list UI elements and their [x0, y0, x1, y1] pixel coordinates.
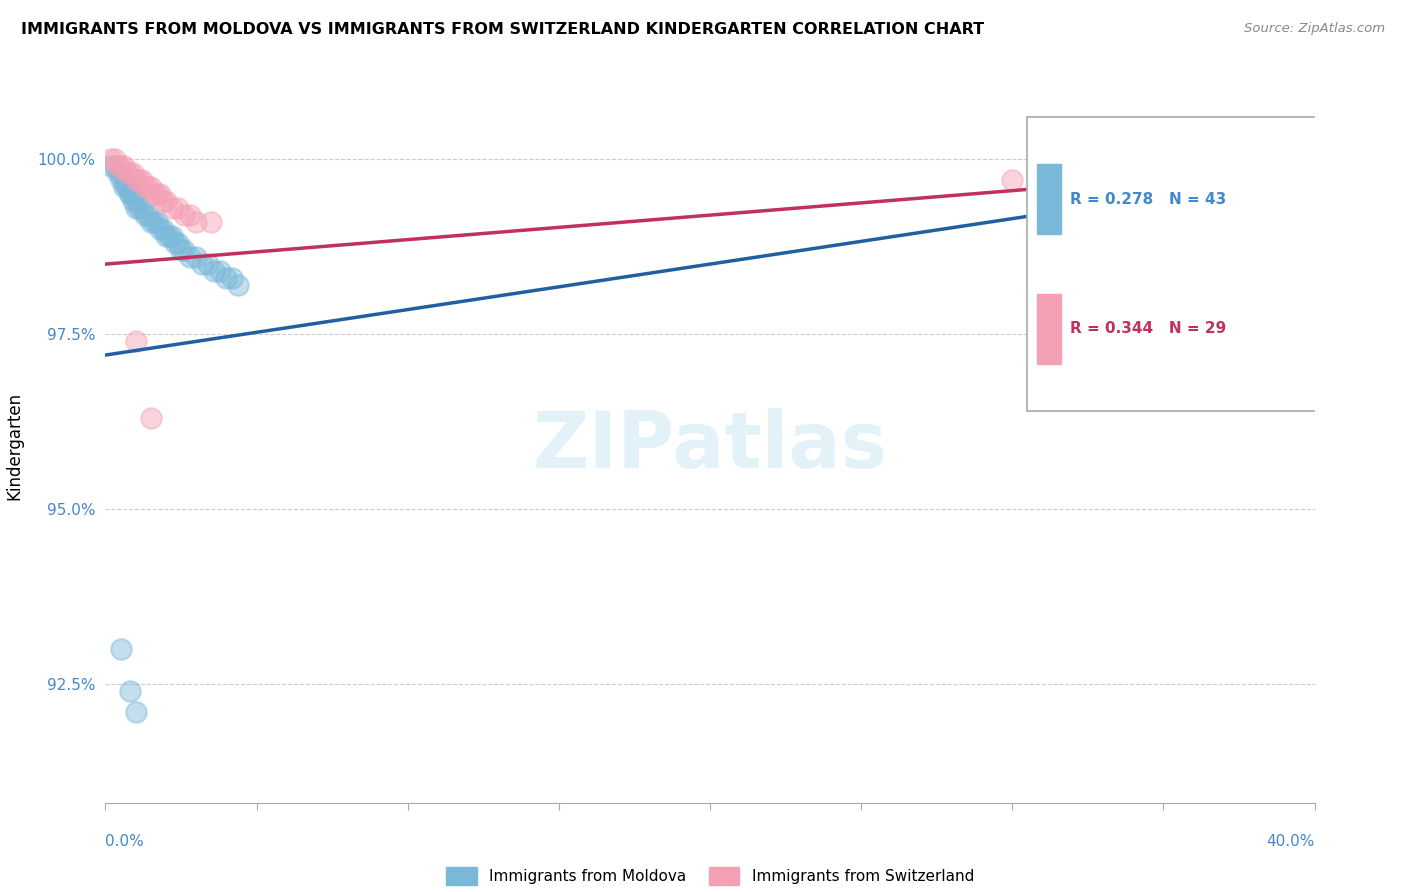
Point [1001, 173, 1024, 187]
Point [107, 166, 129, 180]
Point [124, 194, 148, 208]
Point [209, 264, 232, 278]
Point [121, 166, 143, 180]
Point [215, 271, 238, 285]
Point [139, 180, 162, 194]
Point [112, 180, 135, 194]
Point [152, 194, 174, 208]
Point [107, 159, 129, 173]
Point [173, 243, 195, 257]
Point [146, 187, 169, 202]
Point [134, 180, 156, 194]
Text: R = 0.344   N = 29: R = 0.344 N = 29 [1070, 321, 1226, 336]
Point [160, 229, 183, 244]
Point [197, 257, 219, 271]
Point [134, 208, 156, 222]
Point [142, 215, 165, 229]
Point [167, 201, 190, 215]
Point [179, 208, 201, 222]
Point [139, 411, 162, 425]
Point [136, 208, 159, 222]
Point [221, 271, 243, 285]
Point [121, 187, 143, 202]
Point [1062, 180, 1084, 194]
Point [124, 173, 148, 187]
Point [115, 180, 138, 194]
Point [149, 222, 172, 236]
Point [110, 641, 132, 656]
Point [115, 180, 138, 194]
Point [131, 201, 153, 215]
Point [202, 264, 225, 278]
Point [112, 159, 135, 173]
Point [152, 222, 174, 236]
Bar [1036, 164, 1060, 235]
Point [191, 257, 214, 271]
Text: Source: ZipAtlas.com: Source: ZipAtlas.com [1244, 22, 1385, 36]
Y-axis label: Kindergarten: Kindergarten [6, 392, 24, 500]
Point [146, 215, 169, 229]
Point [118, 187, 141, 202]
Point [118, 684, 141, 698]
Point [128, 201, 150, 215]
Point [124, 334, 148, 348]
Text: 40.0%: 40.0% [1267, 834, 1315, 849]
Point [118, 166, 141, 180]
Text: R = 0.278   N = 43: R = 0.278 N = 43 [1070, 192, 1226, 207]
Point [131, 173, 153, 187]
Point [110, 166, 132, 180]
Point [112, 173, 135, 187]
Bar [1036, 293, 1060, 364]
Point [200, 215, 222, 229]
Point [115, 166, 138, 180]
Point [110, 173, 132, 187]
Text: IMMIGRANTS FROM MOLDOVA VS IMMIGRANTS FROM SWITZERLAND KINDERGARTEN CORRELATION : IMMIGRANTS FROM MOLDOVA VS IMMIGRANTS FR… [21, 22, 984, 37]
Point [100, 159, 122, 173]
Point [124, 201, 148, 215]
Point [186, 215, 208, 229]
Point [149, 187, 172, 202]
Legend: Immigrants from Moldova, Immigrants from Switzerland: Immigrants from Moldova, Immigrants from… [440, 861, 980, 891]
Point [139, 215, 162, 229]
Text: 0.0%: 0.0% [105, 834, 145, 849]
Point [121, 194, 143, 208]
Text: ZIPatlas: ZIPatlas [533, 408, 887, 484]
Point [157, 229, 180, 244]
Point [160, 201, 183, 215]
Point [103, 152, 125, 166]
Point [136, 180, 159, 194]
Point [103, 159, 125, 173]
Point [155, 194, 177, 208]
Point [100, 152, 122, 166]
Point [118, 187, 141, 202]
Point [167, 236, 190, 251]
Point [179, 250, 201, 264]
Point [170, 243, 193, 257]
Point [128, 173, 150, 187]
Point [142, 187, 165, 202]
Point [173, 208, 195, 222]
Point [124, 705, 148, 719]
Point [155, 229, 177, 244]
Point [110, 159, 132, 173]
Point [186, 250, 208, 264]
FancyBboxPatch shape [1028, 117, 1406, 411]
Point [163, 236, 186, 251]
Point [228, 278, 250, 293]
